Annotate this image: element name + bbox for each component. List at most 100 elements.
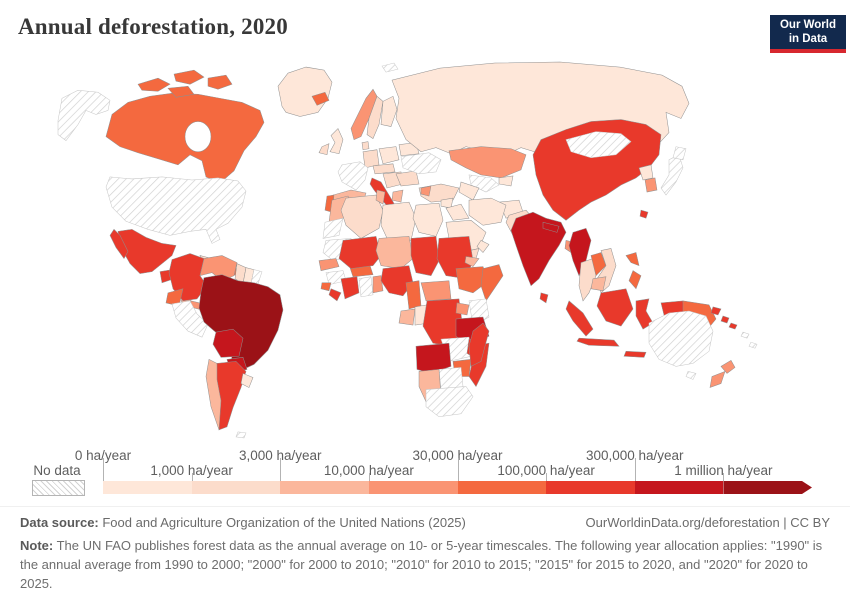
legend-bin-swatch[interactable]: [191, 481, 281, 494]
country-peru[interactable]: [171, 300, 209, 338]
country-taiwan[interactable]: [639, 209, 649, 219]
country-chad[interactable]: [410, 236, 440, 276]
country-gabon[interactable]: [398, 308, 416, 326]
country-philippines[interactable]: [625, 252, 640, 267]
country-ghana[interactable]: [358, 276, 374, 298]
country-egypt[interactable]: [412, 202, 444, 237]
country-ethiopia[interactable]: [455, 266, 490, 294]
country-solomon-islands[interactable]: [728, 322, 738, 330]
map-legend[interactable]: No data 0 ha/year 1,000 ha/year 3,000 ha/y…: [0, 448, 850, 498]
country-western-sahara[interactable]: [322, 217, 344, 239]
country-mexico[interactable]: [117, 229, 177, 274]
country-mexico-baja[interactable]: [109, 228, 129, 260]
country-sri-lanka[interactable]: [539, 292, 549, 304]
country-cambodia[interactable]: [590, 276, 607, 292]
legend-bin-swatch[interactable]: [723, 481, 812, 494]
country-nigeria[interactable]: [380, 265, 414, 297]
legend-no-data-swatch[interactable]: [32, 480, 85, 496]
country-oman[interactable]: [476, 240, 490, 253]
country-canada-arctic[interactable]: [173, 69, 205, 85]
country-indonesia-lesser-sunda[interactable]: [623, 351, 647, 358]
legend-bin-swatch[interactable]: [368, 481, 458, 494]
world-choropleth-map[interactable]: [20, 58, 830, 446]
country-sweden[interactable]: [366, 95, 384, 140]
country-tasmania[interactable]: [685, 371, 697, 380]
legend-bin-swatch[interactable]: [457, 481, 547, 494]
legend-bin-swatch[interactable]: [634, 481, 724, 494]
country-iceland[interactable]: [311, 91, 330, 106]
country-greenland[interactable]: [277, 66, 333, 117]
country-new-zealand-south[interactable]: [709, 370, 726, 388]
country-japan[interactable]: [660, 154, 684, 196]
country-canada-arctic[interactable]: [207, 74, 233, 90]
country-argentina[interactable]: [216, 361, 247, 431]
country-kazakhstan[interactable]: [448, 146, 527, 179]
country-senegal[interactable]: [318, 258, 340, 271]
country-iran[interactable]: [468, 197, 507, 226]
region-central-europe[interactable]: [372, 163, 396, 175]
country-svalbard[interactable]: [381, 62, 399, 73]
legend-bin-swatch[interactable]: [280, 481, 369, 494]
country-somalia[interactable]: [480, 264, 504, 302]
country-indonesia-borneo[interactable]: [596, 288, 634, 327]
rights-link[interactable]: OurWorldinData.org/deforestation | CC BY: [585, 515, 830, 530]
country-libya[interactable]: [380, 201, 417, 243]
country-north-korea[interactable]: [638, 164, 654, 181]
country-indonesia-java[interactable]: [576, 337, 620, 347]
country-greece[interactable]: [391, 189, 404, 203]
country-china[interactable]: [532, 119, 662, 221]
legend-bin-swatch[interactable]: [546, 481, 635, 494]
country-pacific-islands[interactable]: [740, 331, 750, 339]
country-uruguay[interactable]: [240, 373, 254, 388]
country-bolivia[interactable]: [212, 328, 244, 358]
country-ireland[interactable]: [318, 143, 330, 156]
country-uzbekistan[interactable]: [468, 174, 500, 193]
country-australia[interactable]: [648, 310, 714, 367]
country-falkland-islands[interactable]: [235, 431, 247, 439]
region-romania-bulgaria[interactable]: [395, 170, 420, 187]
owid-logo[interactable]: Our World in Data: [770, 15, 846, 53]
country-brazil[interactable]: [198, 274, 284, 371]
country-mali[interactable]: [338, 236, 382, 269]
country-sierra-leone[interactable]: [320, 282, 332, 292]
country-niger[interactable]: [375, 236, 414, 269]
region-kyrgyzstan-tajikistan[interactable]: [498, 175, 514, 187]
country-algeria[interactable]: [340, 194, 384, 239]
country-united-kingdom[interactable]: [329, 128, 344, 155]
country-turkey-nw[interactable]: [420, 185, 432, 197]
country-uganda[interactable]: [455, 302, 470, 316]
country-liberia[interactable]: [328, 288, 342, 302]
region-togo-benin[interactable]: [372, 275, 384, 294]
country-cameroon[interactable]: [405, 280, 422, 310]
country-poland[interactable]: [378, 146, 400, 165]
legend-bin-swatch[interactable]: [103, 481, 192, 494]
country-india[interactable]: [510, 211, 567, 287]
country-new-britain[interactable]: [710, 306, 722, 316]
country-philippines-mindanao[interactable]: [628, 270, 642, 290]
country-alaska[interactable]: [57, 89, 111, 141]
country-japan-hokkaido[interactable]: [672, 146, 687, 161]
country-south-africa[interactable]: [425, 386, 474, 418]
legend-color-bar[interactable]: [103, 481, 812, 494]
country-tunisia[interactable]: [375, 189, 386, 205]
country-solomon-islands[interactable]: [720, 315, 730, 324]
country-france[interactable]: [337, 161, 369, 191]
country-botswana[interactable]: [438, 367, 464, 390]
country-mongolia[interactable]: [565, 131, 632, 159]
country-denmark[interactable]: [361, 141, 370, 151]
country-germany[interactable]: [362, 149, 380, 169]
country-finland[interactable]: [380, 95, 398, 127]
country-madagascar[interactable]: [468, 322, 490, 367]
country-iraq[interactable]: [445, 203, 470, 221]
country-new-zealand-north[interactable]: [720, 359, 736, 374]
country-cote-divoire[interactable]: [340, 276, 360, 300]
country-canada-arctic[interactable]: [167, 85, 195, 98]
country-ukraine[interactable]: [400, 152, 442, 175]
country-central-african-republic[interactable]: [420, 280, 452, 302]
country-eritrea[interactable]: [464, 256, 480, 267]
country-pacific-islands[interactable]: [748, 341, 758, 349]
country-united-states[interactable]: [105, 176, 247, 244]
country-indonesia-sumatra[interactable]: [565, 300, 594, 337]
country-south-korea[interactable]: [644, 177, 658, 193]
country-canada-arctic[interactable]: [137, 77, 171, 92]
